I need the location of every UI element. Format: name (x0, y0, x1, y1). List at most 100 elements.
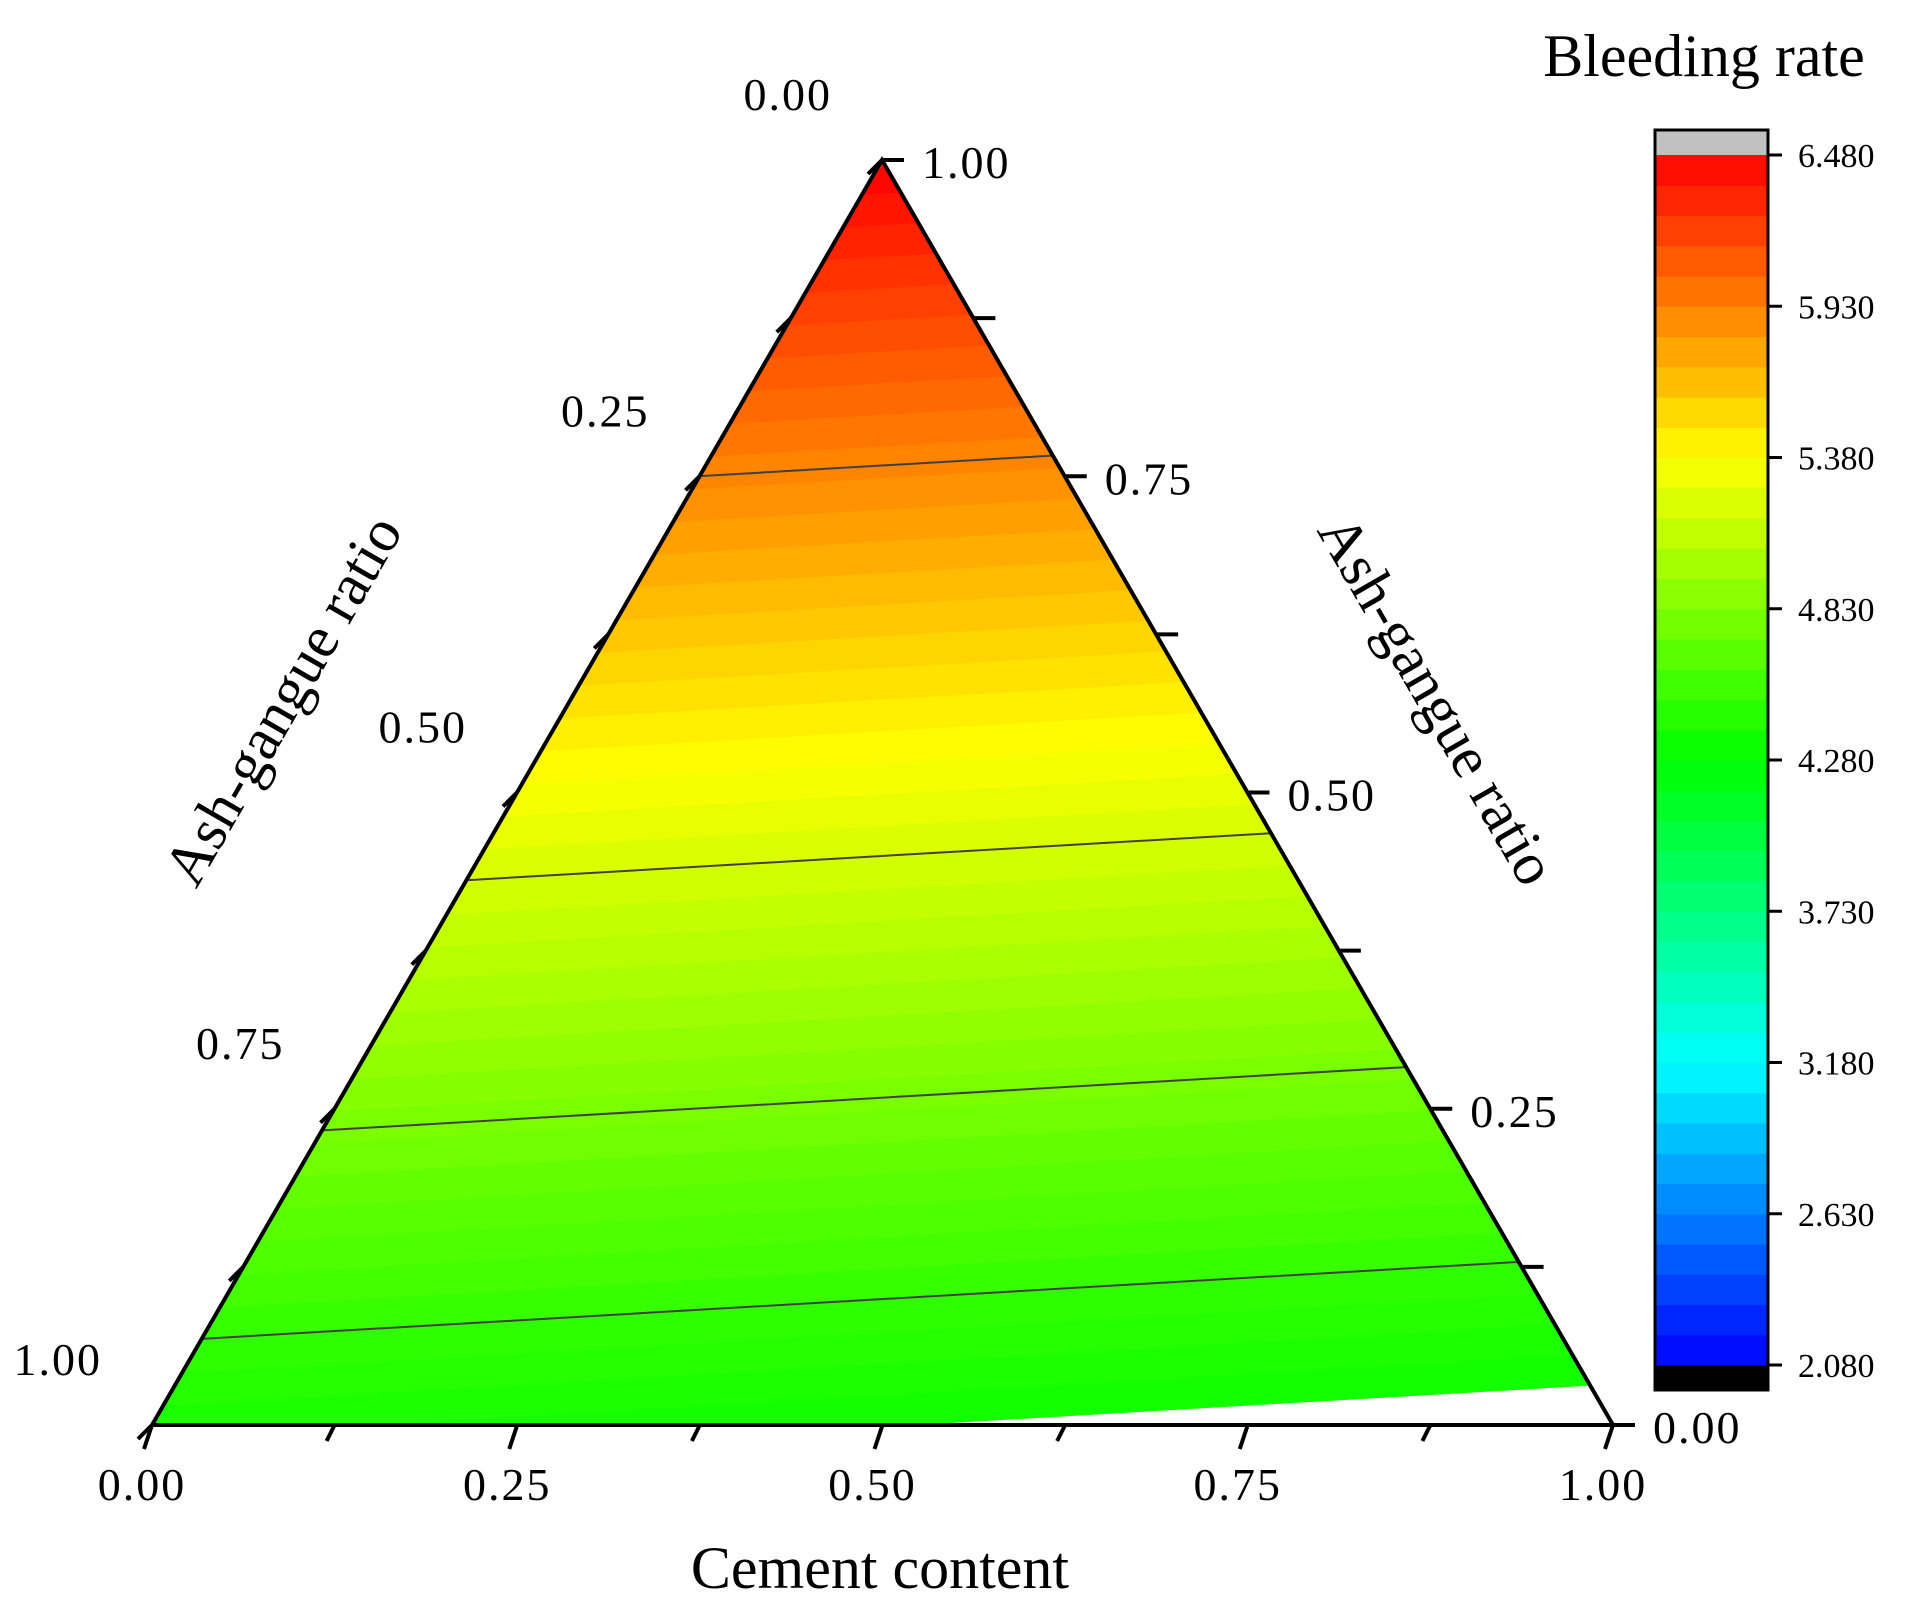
colorbar-band (1655, 1123, 1768, 1154)
colorbar-band (1655, 457, 1768, 489)
colorbar-band (1655, 518, 1768, 549)
bottom-axis-tick (507, 1424, 520, 1450)
bottom-axis-tick-label: 1.00 (1559, 1459, 1648, 1510)
colorbar-band (1655, 911, 1768, 943)
colorbar-tick-label: 2.080 (1798, 1348, 1875, 1385)
colorbar-band (1655, 306, 1768, 338)
left-axis-title: Ash-gangue ratio (150, 504, 415, 896)
left-axis-tick-label: 0.50 (379, 702, 468, 753)
colorbar-tick-label: 5.380 (1798, 441, 1875, 478)
bottom-axis-tick (1055, 1424, 1067, 1442)
colorbar-tick-label: 5.930 (1798, 289, 1875, 326)
colorbar-band (1655, 1274, 1768, 1306)
colorbar-below-min (1655, 1365, 1768, 1390)
bottom-axis-tick-label: 0.00 (98, 1459, 187, 1510)
left-axis-tick-label: 0.75 (196, 1018, 285, 1069)
colorbar-band (1655, 850, 1768, 882)
colorbar-band (1655, 1062, 1768, 1094)
colorbar-band (1655, 760, 1768, 791)
colorbar-band (1655, 639, 1768, 670)
left-axis-tick-label: 1.00 (14, 1334, 103, 1385)
colorbar-band (1655, 1092, 1768, 1124)
colorbar-tick-label: 3.180 (1798, 1046, 1875, 1083)
left-axis-tick (410, 949, 428, 967)
colorbar-band (1655, 366, 1768, 398)
right-axis-tick-label: 0.00 (1653, 1402, 1742, 1453)
contour-line (152, 1254, 1613, 1344)
bottom-axis-tick-label: 0.25 (463, 1459, 552, 1510)
bottom-axis-tick-label: 0.50 (828, 1459, 917, 1510)
colorbar-band (1655, 578, 1768, 610)
left-axis-tick-label: 0.25 (561, 385, 650, 436)
colorbar-band (1655, 820, 1768, 852)
colorbar-band (1655, 729, 1768, 761)
right-axis-tick-label: 0.25 (1470, 1086, 1559, 1137)
contour-band (152, 969, 1613, 1092)
colorbar-band (1655, 1244, 1768, 1275)
colorbar-band (1655, 155, 1768, 186)
colorbar-title: Bleeding rate (1543, 23, 1865, 89)
contour-band (152, 1253, 1613, 1376)
left-axis-tick (319, 1107, 336, 1125)
left-axis-tick (592, 632, 610, 650)
left-axis-tick (684, 474, 701, 492)
colorbar-band (1655, 669, 1768, 701)
right-axis-tick-label: 0.75 (1105, 453, 1194, 504)
colorbar-band (1655, 215, 1768, 247)
bottom-axis-tick (324, 1424, 337, 1442)
colorbar-band (1655, 336, 1768, 368)
contour-band (152, 905, 1613, 1029)
right-axis-tick-label: 1.00 (922, 137, 1011, 188)
contour-band (152, 1190, 1613, 1313)
colorbar-above-max (1655, 130, 1768, 155)
bottom-axis-title: Cement content (691, 1535, 1070, 1601)
contour-band (152, 1158, 1613, 1282)
colorbar-band (1655, 941, 1768, 973)
colorbar: 6.480 5.930 5.380 4.830 4.280 3.730 3.180 2.630… (1653, 128, 1875, 1392)
axis-ticks (136, 158, 1635, 1450)
colorbar-band (1655, 245, 1768, 277)
left-axis-tick (501, 791, 519, 808)
colorbar-tick-label: 4.830 (1798, 592, 1875, 629)
colorbar-band (1655, 397, 1768, 428)
colorbar-tick-label: 6.480 (1798, 138, 1875, 175)
contour-band (152, 1348, 1613, 1425)
left-axis-tick (136, 1423, 154, 1441)
contour-band (152, 810, 1613, 934)
bottom-axis-tick (1237, 1424, 1250, 1450)
left-axis-tick-label: 0.00 (744, 69, 833, 120)
contour-band (152, 1000, 1613, 1123)
colorbar-band (1655, 548, 1768, 580)
colorbar-tick-label: 4.280 (1798, 743, 1875, 780)
colorbar-tick-label: 3.730 (1798, 894, 1875, 931)
colorbar-band (1655, 427, 1768, 459)
colorbar-band (1655, 276, 1768, 307)
colorbar-band (1655, 971, 1768, 1003)
contour-band (152, 1285, 1613, 1408)
contour-band (152, 874, 1613, 997)
bottom-axis-tick (1603, 1424, 1615, 1450)
left-axis-tick (227, 1265, 245, 1283)
colorbar-band (1655, 1153, 1768, 1185)
colorbar-band (1655, 1002, 1768, 1033)
contour-band (152, 1032, 1613, 1155)
colorbar-band (1655, 1334, 1768, 1366)
contour-band (152, 937, 1613, 1060)
colorbar-band (1655, 185, 1768, 217)
bottom-axis-tick (872, 1424, 885, 1450)
contour-band (152, 1316, 1613, 1425)
colorbar-band (1655, 1032, 1768, 1064)
left-axis-tick (866, 158, 884, 176)
right-axis-title: Ash-gangue ratio (1305, 504, 1570, 896)
colorbar-band (1655, 1304, 1768, 1336)
axis-tick-labels: 0.00 0.25 0.50 0.75 1.000.000.250.500.751.00… (14, 69, 1742, 1510)
contour-band (152, 1063, 1613, 1187)
colorbar-band (1655, 1213, 1768, 1245)
right-axis-tick-label: 0.50 (1288, 770, 1377, 821)
colorbar-band (1655, 487, 1768, 519)
colorbar-band (1655, 699, 1768, 731)
bottom-axis-tick (690, 1424, 702, 1442)
contour-band (152, 1095, 1613, 1218)
